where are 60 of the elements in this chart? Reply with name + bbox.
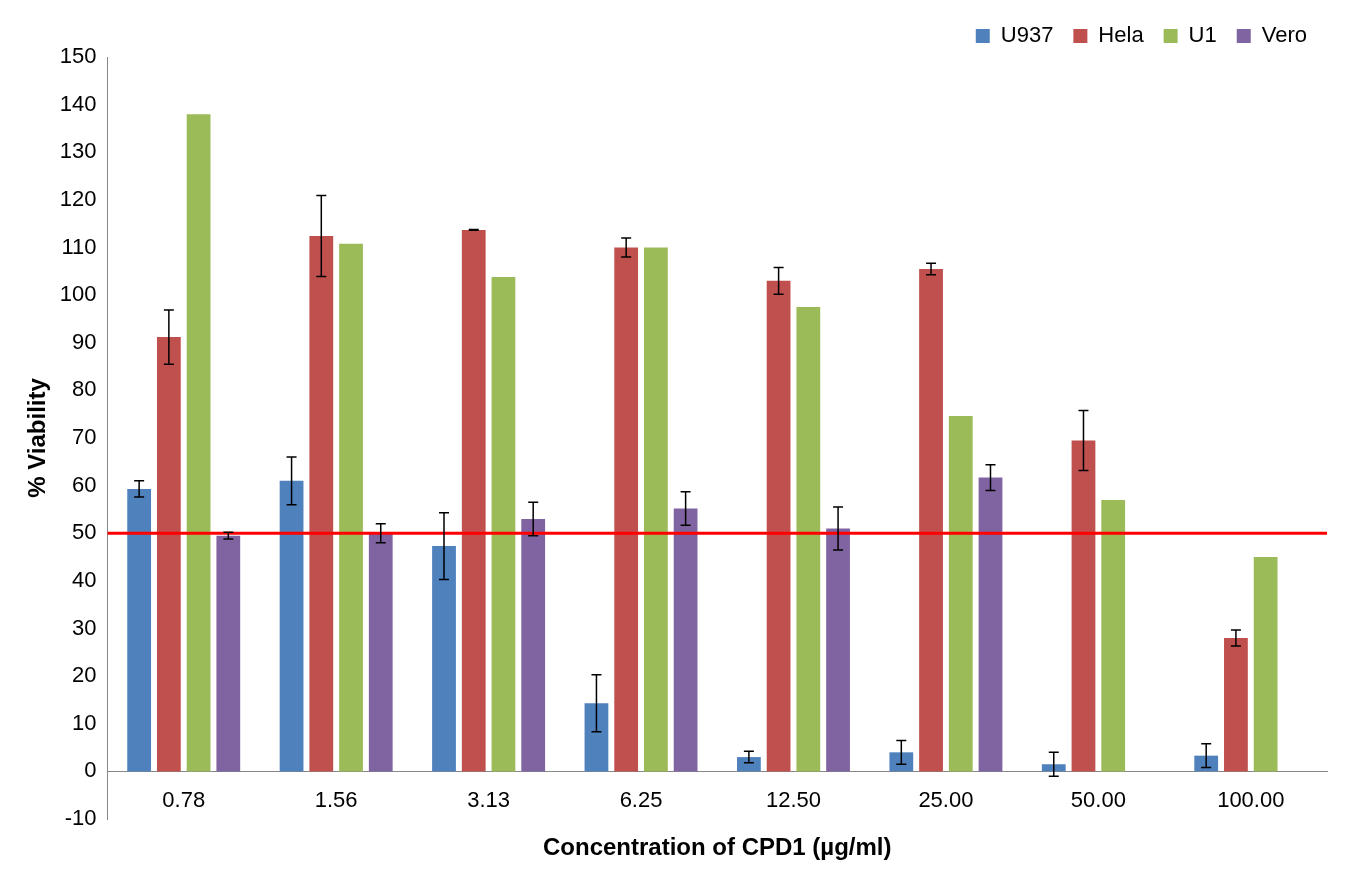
- bar: [889, 752, 914, 772]
- y-tick-label: 110: [61, 233, 97, 259]
- y-tick-label: 20: [72, 662, 97, 688]
- y-tick-label: 120: [59, 185, 97, 211]
- x-axis-title: Concentration of CPD1 (µg/ml): [543, 832, 892, 860]
- bar: [673, 508, 698, 772]
- y-tick-label: 60: [72, 471, 97, 497]
- y-tick-label: 10: [72, 709, 97, 735]
- bar: [1253, 557, 1278, 772]
- bar: [919, 268, 943, 772]
- y-tick-label: 40: [72, 566, 97, 592]
- y-tick-label: 130: [59, 138, 97, 164]
- bar: [1041, 764, 1066, 772]
- bar: [461, 229, 486, 772]
- bar: [309, 236, 334, 772]
- y-tick-label: -10: [64, 805, 97, 831]
- y-tick-label: 90: [72, 328, 97, 354]
- x-tick-label: 12.50: [765, 786, 821, 812]
- legend-label: U1: [1188, 22, 1217, 48]
- bar: [826, 528, 850, 772]
- bar: [1071, 440, 1096, 772]
- bar: [156, 337, 181, 772]
- bar: [644, 247, 668, 772]
- bar: [127, 488, 152, 772]
- x-tick-label: 25.00: [918, 786, 974, 812]
- x-tick-label: 100.00: [1217, 786, 1285, 812]
- bar: [948, 416, 973, 772]
- y-tick-label: 30: [72, 614, 97, 640]
- y-axis-title: % Viability: [23, 377, 51, 498]
- y-tick-label: 140: [59, 90, 97, 116]
- bar: [491, 277, 516, 772]
- bar: [978, 477, 1003, 772]
- y-tick-label: 80: [72, 376, 97, 402]
- bar: [279, 480, 304, 772]
- y-tick-label: 150: [59, 43, 97, 69]
- x-tick-label: 3.13: [467, 786, 511, 812]
- y-tick-label: 50: [72, 519, 97, 545]
- bar: [584, 703, 609, 772]
- bar: [521, 518, 546, 772]
- legend-label: U937: [1000, 22, 1054, 48]
- legend-label: Vero: [1261, 22, 1308, 48]
- x-tick-label: 0.78: [162, 786, 206, 812]
- x-tick-label: 6.25: [619, 786, 663, 812]
- bar: [368, 533, 393, 772]
- bar: [736, 757, 761, 772]
- legend-label: Hela: [1098, 22, 1145, 48]
- bar: [614, 247, 639, 772]
- bar: [796, 307, 821, 772]
- bar: [1101, 499, 1126, 772]
- y-tick-label: 0: [84, 757, 97, 783]
- x-tick-label: 50.00: [1070, 786, 1126, 812]
- x-tick-label: 1.56: [314, 786, 358, 812]
- y-tick-label: 100: [59, 281, 97, 307]
- bar: [186, 114, 211, 772]
- y-tick-label: 70: [72, 424, 97, 450]
- bar: [339, 243, 363, 772]
- bar: [1224, 638, 1248, 772]
- bar: [216, 535, 241, 772]
- bar: [766, 280, 791, 772]
- bar: [432, 546, 456, 772]
